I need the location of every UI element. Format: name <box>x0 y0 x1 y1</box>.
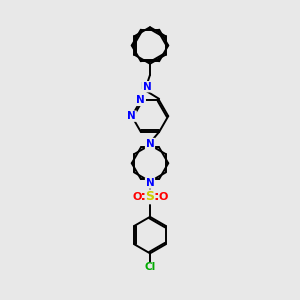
Text: N: N <box>146 139 154 148</box>
Text: O: O <box>132 192 141 202</box>
Text: N: N <box>136 95 145 105</box>
Text: S: S <box>146 190 154 203</box>
Text: H: H <box>140 82 147 91</box>
Text: Cl: Cl <box>144 262 156 272</box>
Text: O: O <box>159 192 168 202</box>
Text: N: N <box>143 82 152 92</box>
Text: N: N <box>146 178 154 188</box>
Text: N: N <box>128 111 136 121</box>
